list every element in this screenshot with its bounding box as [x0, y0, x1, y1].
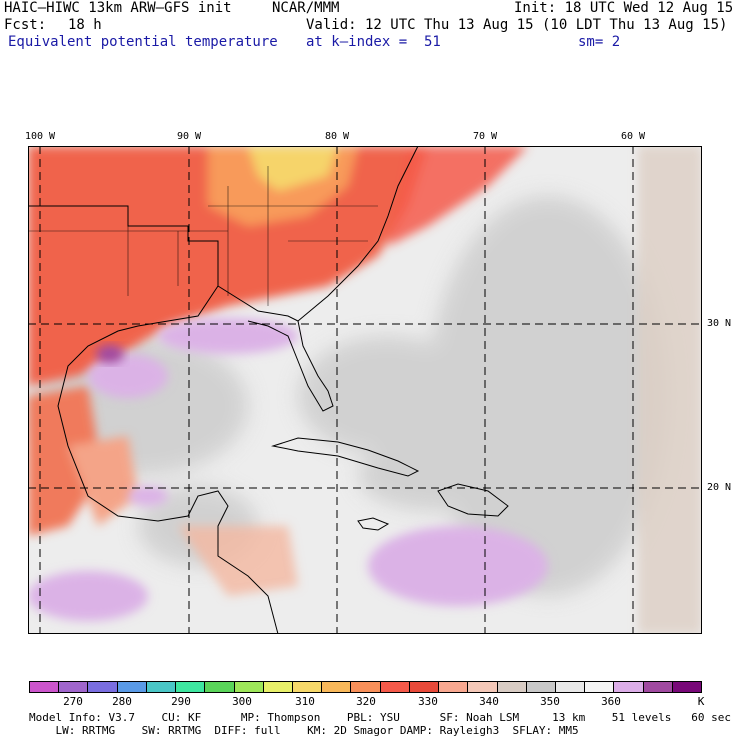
colorbar-swatch	[145, 682, 176, 692]
colorbar-swatch	[58, 682, 88, 692]
model-info-line-2: LW: RRTMG SW: RRTMG DIFF: full KM: 2D Sm…	[29, 724, 579, 737]
colorbar-swatch	[204, 682, 234, 692]
lon-label-90w: 90 W	[176, 131, 202, 142]
colorbar-label-300: 300	[232, 695, 252, 708]
colorbar-label-320: 320	[356, 695, 376, 708]
field-name: Equivalent potential temperature	[8, 34, 278, 50]
colorbar-swatch	[291, 682, 322, 692]
colorbar-unit: K	[697, 695, 705, 708]
colorbar-swatch	[554, 682, 585, 692]
colorbar-label-280: 280	[112, 695, 132, 708]
colorbar-swatch	[642, 682, 672, 692]
lat-lon-grid	[28, 146, 702, 634]
colorbar-swatch	[379, 682, 409, 692]
state-borders	[28, 166, 378, 306]
colorbar-swatch	[438, 682, 468, 692]
colorbar-swatch	[262, 682, 292, 692]
lon-label-80w: 80 W	[324, 131, 350, 142]
colorbar-swatch	[671, 682, 702, 692]
init-time: Init: 18 UTC Wed 12 Aug 15	[514, 0, 734, 16]
model-title: HAIC–HIWC 13km ARW–GFS init	[4, 0, 232, 16]
colorbar-swatch	[175, 682, 205, 692]
east-edge-band	[638, 146, 702, 634]
colorbar-label-350: 350	[540, 695, 560, 708]
lat-label-20n: 20 N	[707, 482, 732, 493]
forecast-label: Fcst:	[4, 17, 47, 33]
colorbar-swatch	[116, 682, 146, 692]
lon-label-70w: 70 W	[472, 131, 498, 142]
level-label: at k–index = 51	[306, 34, 441, 50]
smoothing-label: sm= 2	[578, 34, 621, 50]
colorbar-label-330: 330	[418, 695, 438, 708]
colorbar-swatch	[496, 682, 526, 692]
grey-shading	[28, 196, 668, 596]
colorbar-swatch	[30, 682, 59, 692]
peak-theta-e	[96, 345, 124, 363]
theta-e-map	[28, 146, 702, 634]
colorbar-swatch	[321, 682, 351, 692]
moist-pockets	[28, 318, 548, 621]
lat-label-30n: 30 N	[707, 318, 732, 329]
colorbar-swatch	[467, 682, 497, 692]
colorbar-swatch	[613, 682, 643, 692]
organization-label: NCAR/MMM	[272, 0, 340, 16]
model-info-line-1: Model Info: V3.7 CU: KF MP: Thompson PBL…	[29, 711, 731, 724]
colorbar-swatch	[233, 682, 263, 692]
lon-label-60w: 60 W	[620, 131, 646, 142]
colorbar-swatch	[350, 682, 380, 692]
coastlines	[28, 146, 509, 634]
lon-label-100w: 100 W	[24, 131, 56, 142]
map-frame	[28, 146, 702, 634]
colorbar-label-270: 270	[63, 695, 83, 708]
colorbar-label-310: 310	[295, 695, 315, 708]
colorbar-label-340: 340	[479, 695, 499, 708]
valid-time: Valid: 12 UTC Thu 13 Aug 15 (10 LDT Thu …	[306, 17, 728, 33]
colorbar-label-360: 360	[601, 695, 621, 708]
colorbar-swatch	[525, 682, 555, 692]
colorbar-swatch	[87, 682, 117, 692]
colorbar-swatch	[584, 682, 614, 692]
colorbar-label-290: 290	[171, 695, 191, 708]
colorbar	[29, 681, 702, 693]
forecast-hour: 18 h	[68, 17, 102, 33]
colorbar-swatch	[408, 682, 439, 692]
